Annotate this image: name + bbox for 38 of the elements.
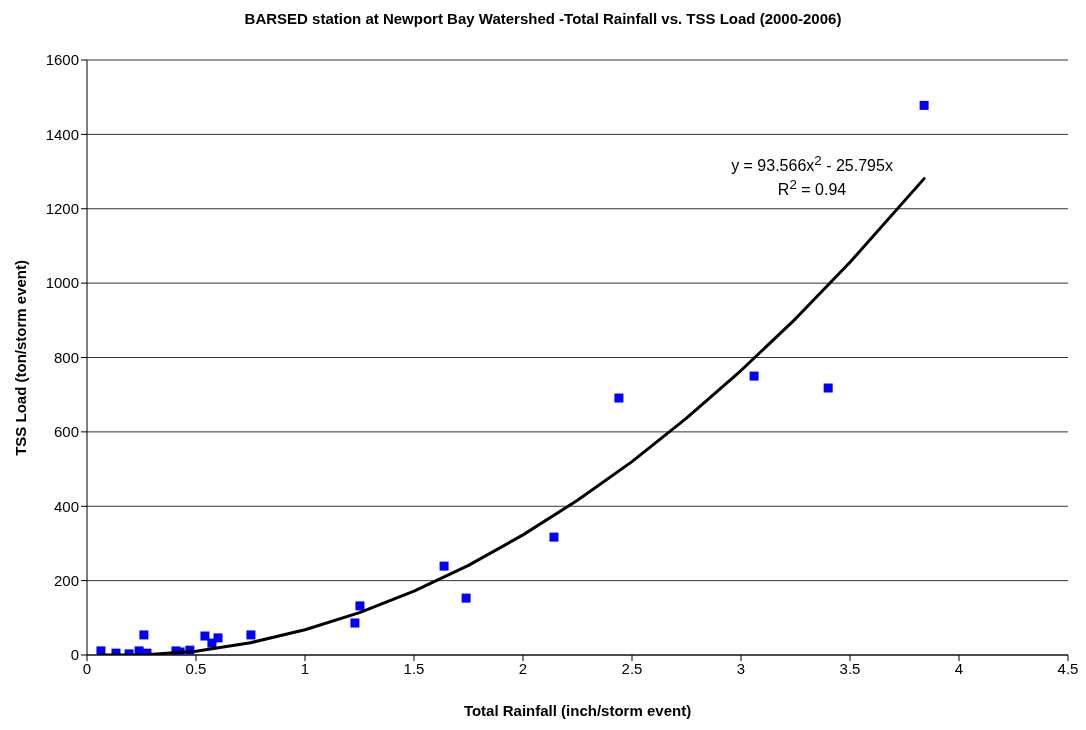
y-tick-label: 800	[53, 348, 79, 366]
x-tick-label: 3.5	[839, 659, 861, 677]
y-tick-label: 600	[53, 423, 79, 441]
point	[213, 633, 223, 643]
x-tick-label: 4	[954, 659, 964, 677]
point	[200, 631, 210, 641]
point	[919, 100, 929, 110]
point	[823, 383, 833, 393]
y-tick-label: 0	[70, 646, 79, 664]
y-tick-label: 1000	[45, 274, 79, 292]
point	[350, 618, 360, 628]
chart-title: BARSED station at Newport Bay Watershed -Total Rainfall vs. TSS Load (2000-2006)	[243, 10, 843, 27]
point	[549, 532, 559, 542]
y-tick-label: 200	[53, 571, 79, 589]
y-tick-label: 1600	[45, 51, 79, 69]
point	[461, 593, 471, 603]
x-tick-label: 1	[300, 659, 310, 677]
x-tick-label: 2	[518, 659, 528, 677]
y-tick-label: 1400	[45, 125, 79, 143]
y-tick-label: 1200	[45, 200, 79, 218]
point	[749, 371, 759, 381]
point	[96, 646, 106, 655]
annotation: y = 93.566x$^{2}$ - 25.795x	[730, 152, 894, 177]
x-tick-label: 0	[82, 659, 92, 677]
x-tick-label: 2.5	[621, 659, 643, 677]
x-tick-label: 0.5	[185, 659, 207, 677]
x-tick-label: 3	[736, 659, 746, 677]
point	[355, 601, 365, 611]
point	[614, 393, 624, 403]
x-tick-label: 4.5	[1057, 659, 1079, 677]
annotation: R$^{2}$ = 0.94	[776, 176, 848, 201]
point	[439, 561, 449, 571]
point	[139, 630, 149, 640]
y-tick-label: 400	[53, 497, 79, 515]
x-tick-label: 1.5	[403, 659, 425, 677]
x-axis-title: Total Rainfall (inch/storm event)	[463, 702, 692, 719]
point	[246, 630, 256, 640]
y-axis-title: TSS Load (ton/storm event)	[11, 259, 29, 456]
